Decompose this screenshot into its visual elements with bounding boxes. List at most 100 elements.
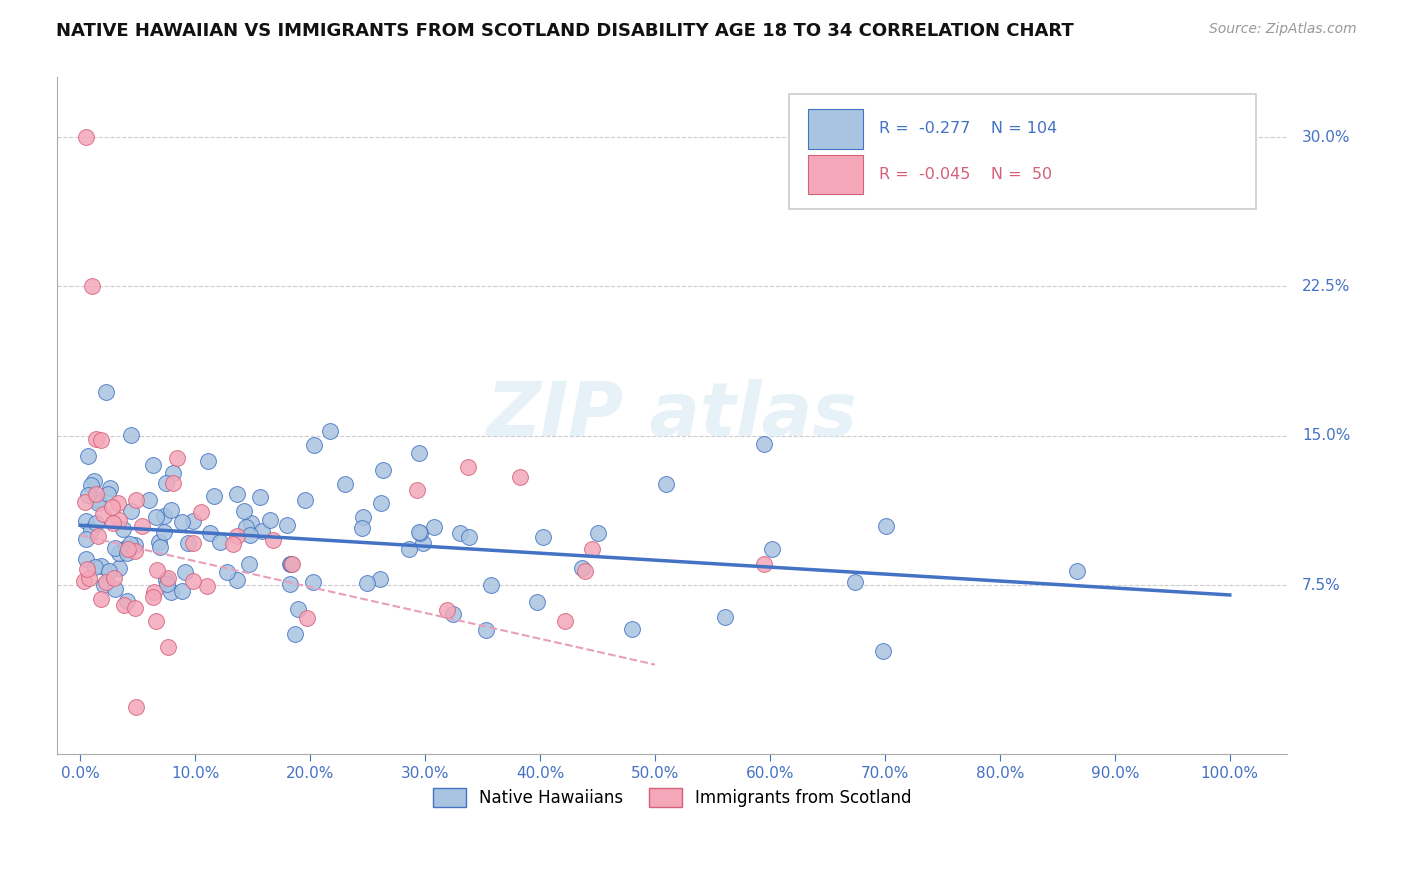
Point xyxy=(87,493,110,508)
Point xyxy=(449,526,471,541)
Point xyxy=(152,525,174,540)
Point xyxy=(509,470,531,484)
Point xyxy=(202,489,225,503)
Point xyxy=(125,493,148,508)
Point xyxy=(280,558,302,572)
Point xyxy=(352,521,374,535)
Point xyxy=(93,578,115,592)
Point xyxy=(157,571,180,585)
Point xyxy=(75,130,97,145)
Point xyxy=(107,496,129,510)
Point xyxy=(195,579,218,593)
Point xyxy=(352,510,374,524)
Point xyxy=(655,476,678,491)
Point xyxy=(370,572,392,586)
Point xyxy=(77,449,100,463)
Point xyxy=(406,483,429,498)
Point xyxy=(287,602,309,616)
Point xyxy=(145,615,167,629)
Point xyxy=(356,576,378,591)
Point xyxy=(84,432,107,446)
Point xyxy=(76,487,98,501)
Point xyxy=(217,565,239,579)
Point xyxy=(276,518,298,533)
Point xyxy=(526,594,548,608)
Point xyxy=(76,562,98,576)
Text: 30.0%: 30.0% xyxy=(1302,129,1351,145)
Point xyxy=(249,491,271,505)
Point xyxy=(295,611,318,625)
Point xyxy=(120,537,142,551)
Point xyxy=(235,519,257,533)
Point xyxy=(531,530,554,544)
Point xyxy=(86,529,108,543)
Point xyxy=(162,467,184,481)
Point xyxy=(101,516,124,531)
Point xyxy=(112,599,135,613)
Point xyxy=(408,524,430,539)
Point xyxy=(200,525,222,540)
Point xyxy=(574,565,596,579)
Point xyxy=(73,495,96,509)
Text: R =  -0.045    N =  50: R = -0.045 N = 50 xyxy=(879,167,1052,182)
Point xyxy=(761,542,783,557)
Point xyxy=(115,541,138,555)
Point xyxy=(238,557,260,571)
Point xyxy=(125,700,148,714)
Point xyxy=(1066,564,1088,578)
Point xyxy=(752,437,775,451)
Text: Source: ZipAtlas.com: Source: ZipAtlas.com xyxy=(1209,22,1357,37)
Point xyxy=(412,535,434,549)
Point xyxy=(108,513,131,527)
Point xyxy=(84,487,107,501)
Point xyxy=(197,454,219,468)
Point xyxy=(284,627,307,641)
Point xyxy=(97,487,120,501)
Point xyxy=(138,493,160,508)
Point xyxy=(754,557,776,571)
Point xyxy=(75,532,97,546)
Point xyxy=(335,477,357,491)
Point xyxy=(181,514,204,528)
Point xyxy=(145,563,167,577)
Point xyxy=(120,504,142,518)
Point xyxy=(166,451,188,466)
Point xyxy=(84,560,107,574)
Point xyxy=(142,585,165,599)
Bar xyxy=(807,154,863,194)
Point xyxy=(142,590,165,604)
Point xyxy=(162,475,184,490)
Text: 22.5%: 22.5% xyxy=(1302,279,1350,294)
Point xyxy=(104,541,127,556)
Point xyxy=(294,492,316,507)
Text: ZIP atlas: ZIP atlas xyxy=(486,379,858,452)
Point xyxy=(872,644,894,658)
Point xyxy=(457,460,479,475)
Text: NATIVE HAWAIIAN VS IMMIGRANTS FROM SCOTLAND DISABILITY AGE 18 TO 34 CORRELATION : NATIVE HAWAIIAN VS IMMIGRANTS FROM SCOTL… xyxy=(56,22,1074,40)
Point xyxy=(98,481,121,495)
Point xyxy=(239,528,262,542)
Point xyxy=(84,516,107,531)
Point xyxy=(398,542,420,557)
Point xyxy=(621,622,644,636)
FancyBboxPatch shape xyxy=(789,95,1257,210)
Point xyxy=(479,578,502,592)
Point xyxy=(152,508,174,523)
Point xyxy=(77,571,100,585)
Point xyxy=(90,592,112,607)
Point xyxy=(240,516,263,530)
Point xyxy=(225,529,247,543)
Point xyxy=(183,536,205,550)
Point xyxy=(554,614,576,628)
Point xyxy=(148,534,170,549)
Point xyxy=(586,526,609,541)
Point xyxy=(571,561,593,575)
Point xyxy=(80,523,103,537)
Point xyxy=(104,582,127,596)
Point xyxy=(226,573,249,587)
Point xyxy=(101,500,124,514)
Point xyxy=(75,514,97,528)
Point xyxy=(115,594,138,608)
Point xyxy=(155,475,177,490)
Point xyxy=(170,515,193,529)
